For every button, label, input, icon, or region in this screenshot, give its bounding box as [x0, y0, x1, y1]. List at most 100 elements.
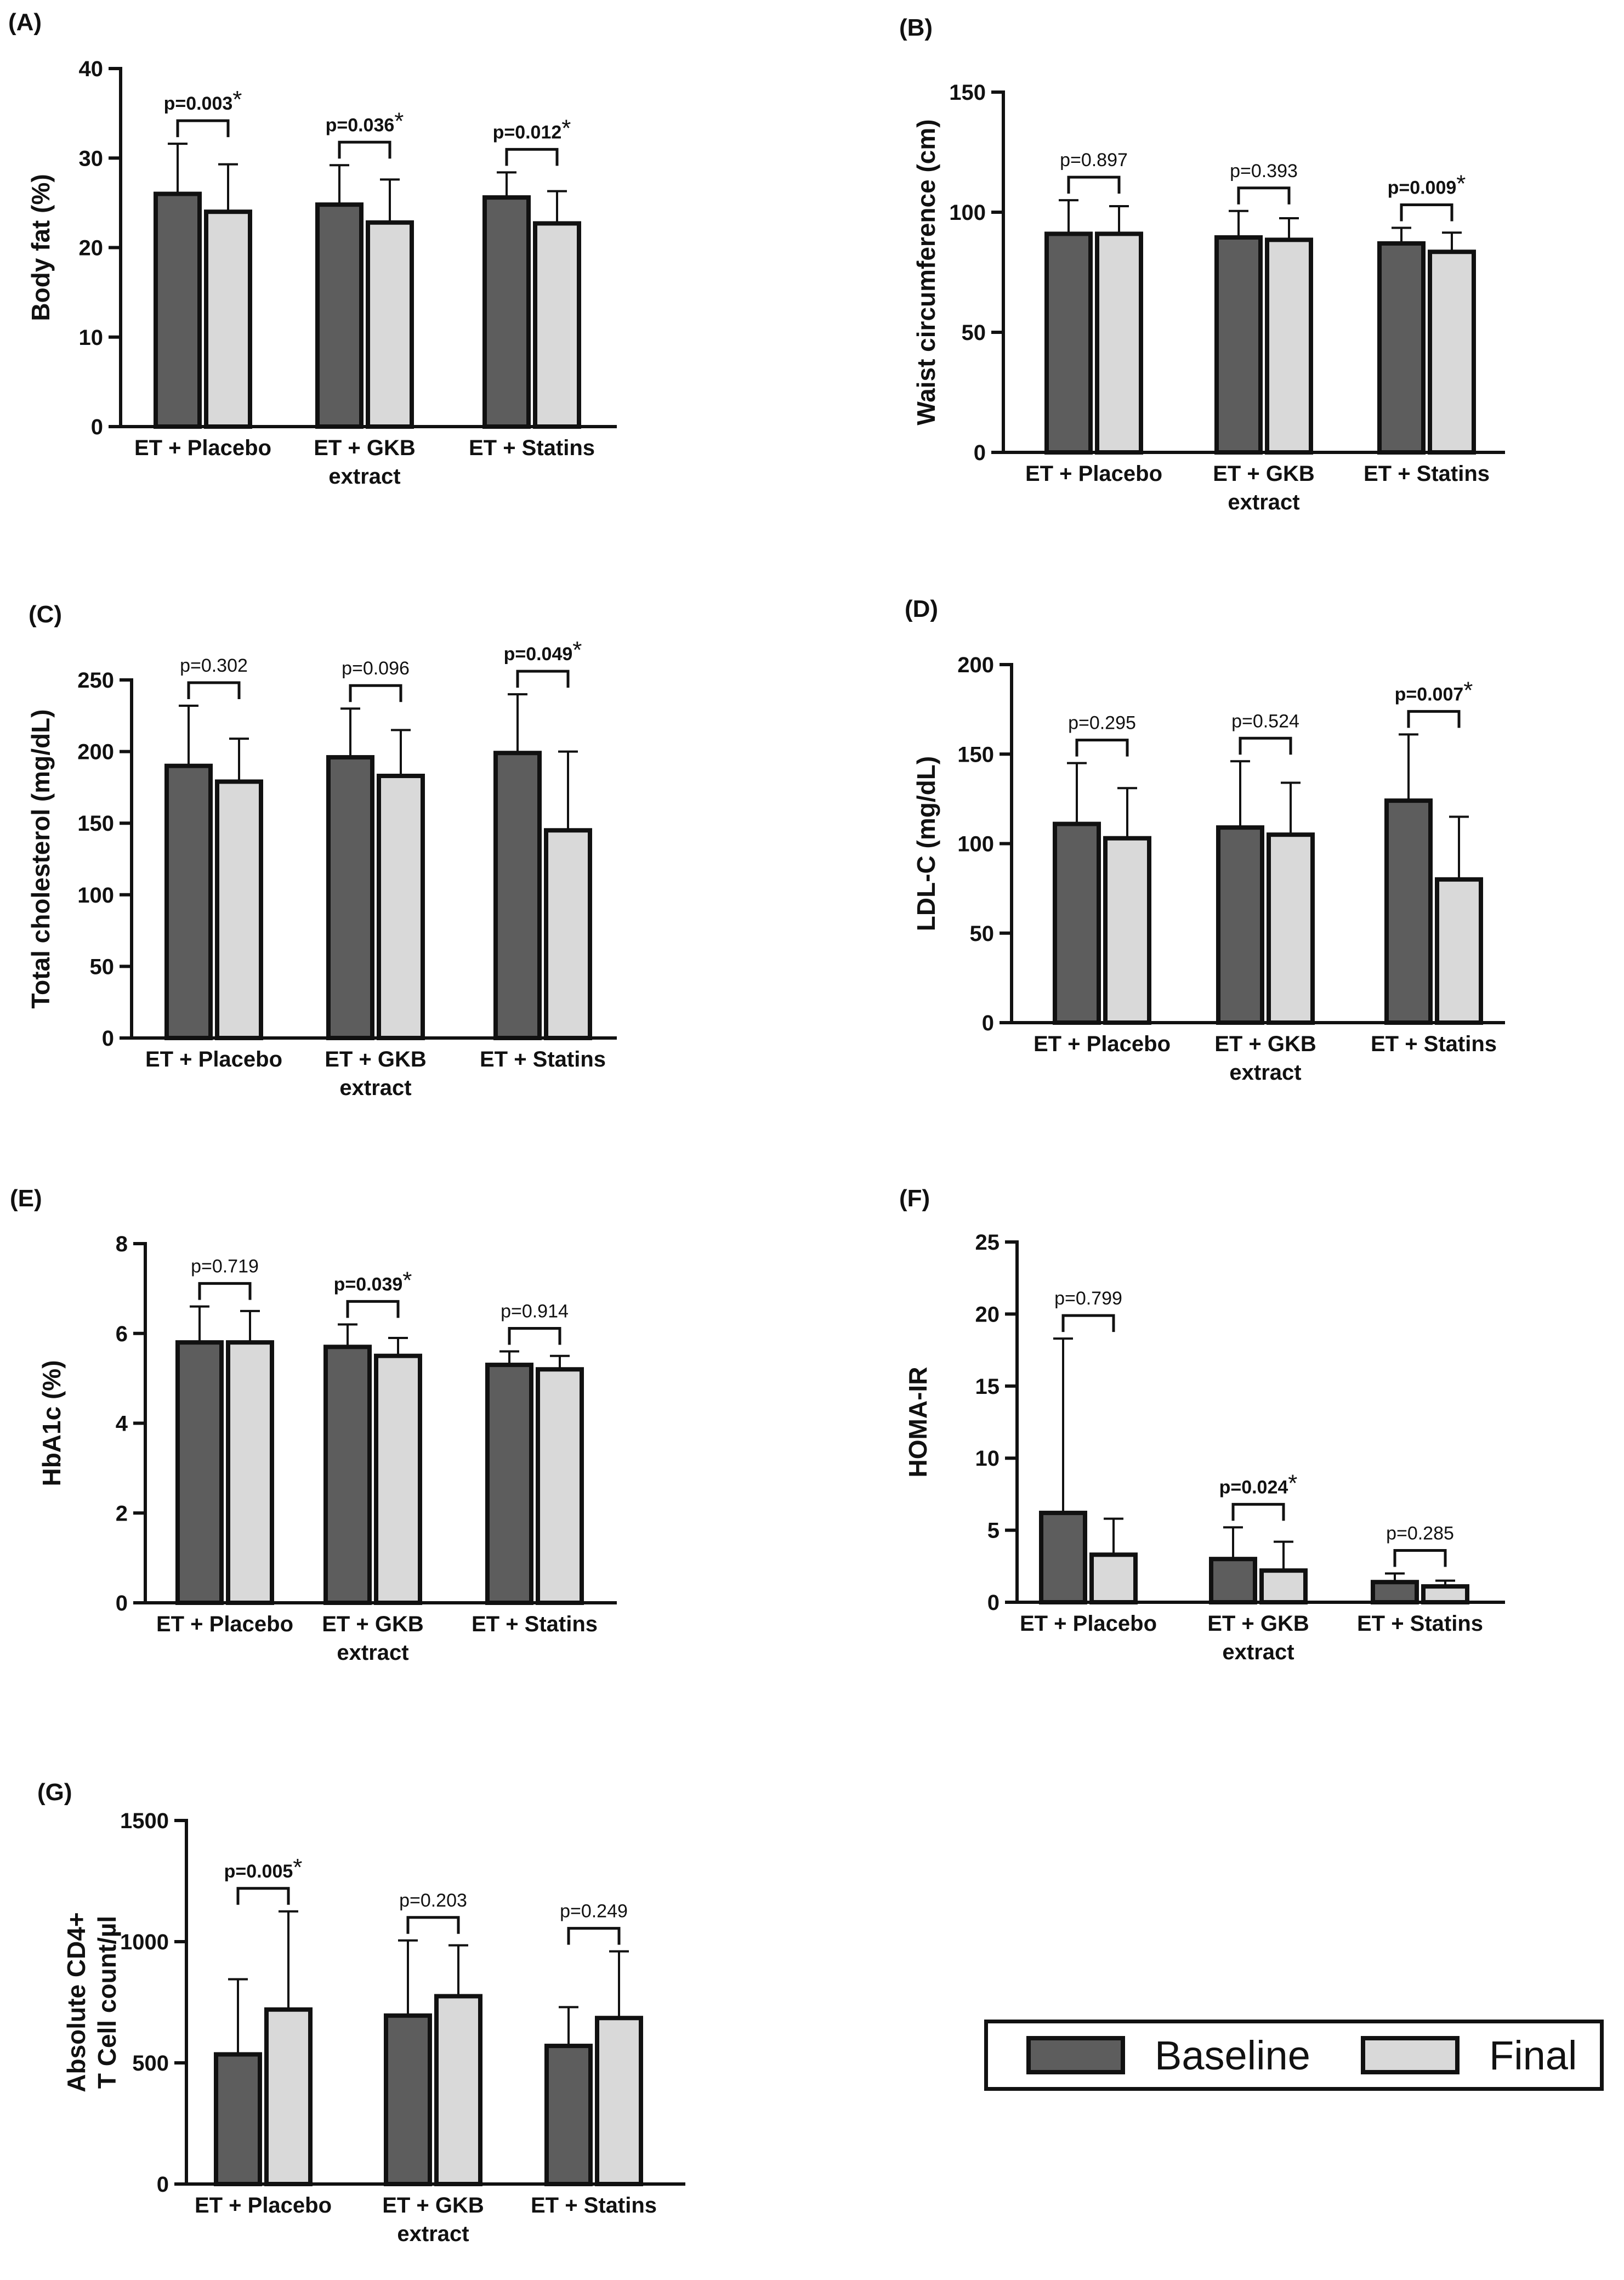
p-value-label: p=0.524: [1231, 711, 1299, 731]
x-tick-label: extract: [337, 1641, 408, 1665]
bar-baseline: [1039, 1511, 1087, 1604]
bar-baseline: [326, 755, 374, 1040]
bar-baseline: [1209, 1557, 1257, 1604]
bar-baseline: [315, 202, 364, 429]
p-value-label: p=0.005*: [224, 1854, 303, 1882]
p-value-label: p=0.719: [191, 1256, 259, 1277]
significance-bracket: [187, 681, 241, 700]
p-value-label: p=0.897: [1060, 150, 1128, 171]
y-axis-title: T Cell count/µl: [93, 1916, 121, 2089]
bar-final: [1089, 1552, 1138, 1604]
p-value-label: p=0.049*: [504, 637, 582, 665]
chart-panel-g: (G) Absolute CD4+ T Cell count/µl 0 500 1000 1…: [37, 1779, 685, 2246]
x-tick-label: ET + GKB: [382, 2193, 484, 2217]
bar-baseline: [1053, 821, 1101, 1025]
bar-baseline: [323, 1345, 372, 1605]
bar-final: [434, 1994, 482, 2186]
significance-bracket: [1067, 175, 1121, 194]
x-tick-label: ET + Placebo: [156, 1612, 293, 1636]
panel-label: (A): [8, 9, 42, 36]
bar-final: [366, 220, 414, 429]
x-tick-label: ET + GKB: [322, 1612, 424, 1636]
significance-bracket: [567, 1927, 621, 1945]
legend-label-final: Final: [1489, 2032, 1577, 2078]
bar-final: [1267, 832, 1315, 1025]
significance-bracket: [198, 1282, 252, 1300]
significance-bracket: [1407, 710, 1461, 728]
significance-bracket: [1239, 736, 1292, 755]
x-tick-label: ET + Statins: [531, 2193, 657, 2217]
significance-bracket: [508, 1327, 561, 1345]
y-tick-label: 1500: [120, 1809, 169, 1833]
x-tick-label: ET + Statins: [472, 1612, 598, 1636]
y-axis-title: LDL-C (mg/dL): [912, 756, 940, 931]
y-axis-title: Absolute CD4+: [62, 1912, 90, 2092]
p-value-label: p=0.036*: [326, 107, 404, 135]
x-tick-label: extract: [1229, 1060, 1301, 1085]
bar-final: [377, 774, 425, 1041]
p-value-label: p=0.007*: [1395, 677, 1473, 705]
y-tick-label: 200: [957, 653, 994, 677]
y-tick-label: 100: [957, 832, 994, 857]
p-value-label: p=0.096: [342, 658, 410, 679]
x-tick-label: ET + Placebo: [1025, 462, 1162, 486]
chart-panel-b: (B) Waist circumference (cm) 0 50 100 150 ET +…: [899, 14, 1505, 514]
panel-label: (F): [899, 1185, 930, 1212]
x-tick-label: extract: [397, 2222, 469, 2246]
y-tick-label: 150: [77, 812, 114, 836]
y-tick-label: 200: [77, 740, 114, 764]
significance-bracket: [346, 1300, 400, 1318]
y-tick-label: 40: [79, 57, 104, 81]
x-tick-label: ET + Placebo: [1020, 1612, 1157, 1636]
significance-bracket: [1400, 203, 1453, 222]
x-tick-label: ET + Statins: [469, 436, 595, 460]
bar-final: [544, 828, 592, 1040]
y-tick-label: 10: [79, 326, 104, 350]
bar-baseline: [493, 751, 542, 1041]
y-tick-label: 0: [102, 1026, 114, 1051]
x-tick-label: ET + Placebo: [1034, 1032, 1171, 1056]
bar-final: [264, 2007, 313, 2186]
chart-panel-d: (D) LDL-C (mg/dL) 0 50 100 150 200 ET + Placebo…: [905, 595, 1505, 1085]
x-tick-label: ET + GKB: [1213, 462, 1315, 486]
bar-final: [1265, 237, 1313, 455]
x-tick-label: ET + GKB: [1207, 1612, 1309, 1636]
y-tick-label: 500: [132, 2051, 169, 2075]
x-tick-label: extract: [339, 1076, 411, 1100]
significance-bracket: [1075, 739, 1129, 757]
bar-baseline: [1371, 1580, 1419, 1605]
y-tick-label: 50: [970, 922, 995, 946]
panel-label: (C): [29, 601, 62, 628]
legend-item-baseline: Baseline: [1026, 2023, 1310, 2087]
y-tick-label: 1000: [120, 1930, 169, 1954]
x-tick-label: ET + Statins: [1371, 1032, 1497, 1056]
bar-baseline: [482, 195, 531, 429]
y-tick-label: 15: [975, 1375, 1000, 1399]
bar-final: [595, 2016, 643, 2186]
y-tick-label: 50: [90, 955, 115, 979]
significance-bracket: [1237, 186, 1291, 205]
y-tick-label: 10: [975, 1447, 1000, 1471]
chart-panel-c: (C) Total cholesterol (mg/dL) 0 50 100 150 200…: [26, 601, 617, 1100]
significance-bracket: [349, 684, 402, 702]
bar-final: [536, 1367, 584, 1605]
bar-final: [215, 779, 263, 1041]
bar-baseline: [164, 763, 213, 1040]
p-value-label: p=0.295: [1068, 713, 1136, 734]
x-tick-label: ET + GKB: [325, 1047, 427, 1071]
bar-final: [1421, 1584, 1469, 1605]
x-tick-label: ET + Statins: [1364, 462, 1490, 486]
y-tick-label: 0: [91, 415, 103, 439]
significance-bracket: [406, 1916, 460, 1934]
x-tick-label: ET + GKB: [314, 436, 416, 460]
significance-bracket: [338, 140, 391, 159]
bar-baseline: [1384, 798, 1433, 1025]
significance-bracket: [505, 148, 559, 166]
p-value-label: p=0.012*: [493, 115, 571, 143]
x-tick-label: ET + Statins: [1357, 1612, 1483, 1636]
y-tick-label: 100: [949, 201, 986, 225]
y-axis-title: Total cholesterol (mg/dL): [26, 709, 55, 1008]
bar-baseline: [154, 191, 202, 429]
chart-panel-f: (F) HOMA-IR 0 5 10 15 20 25 ET + Placebo p=0.799 E…: [899, 1185, 1505, 1664]
